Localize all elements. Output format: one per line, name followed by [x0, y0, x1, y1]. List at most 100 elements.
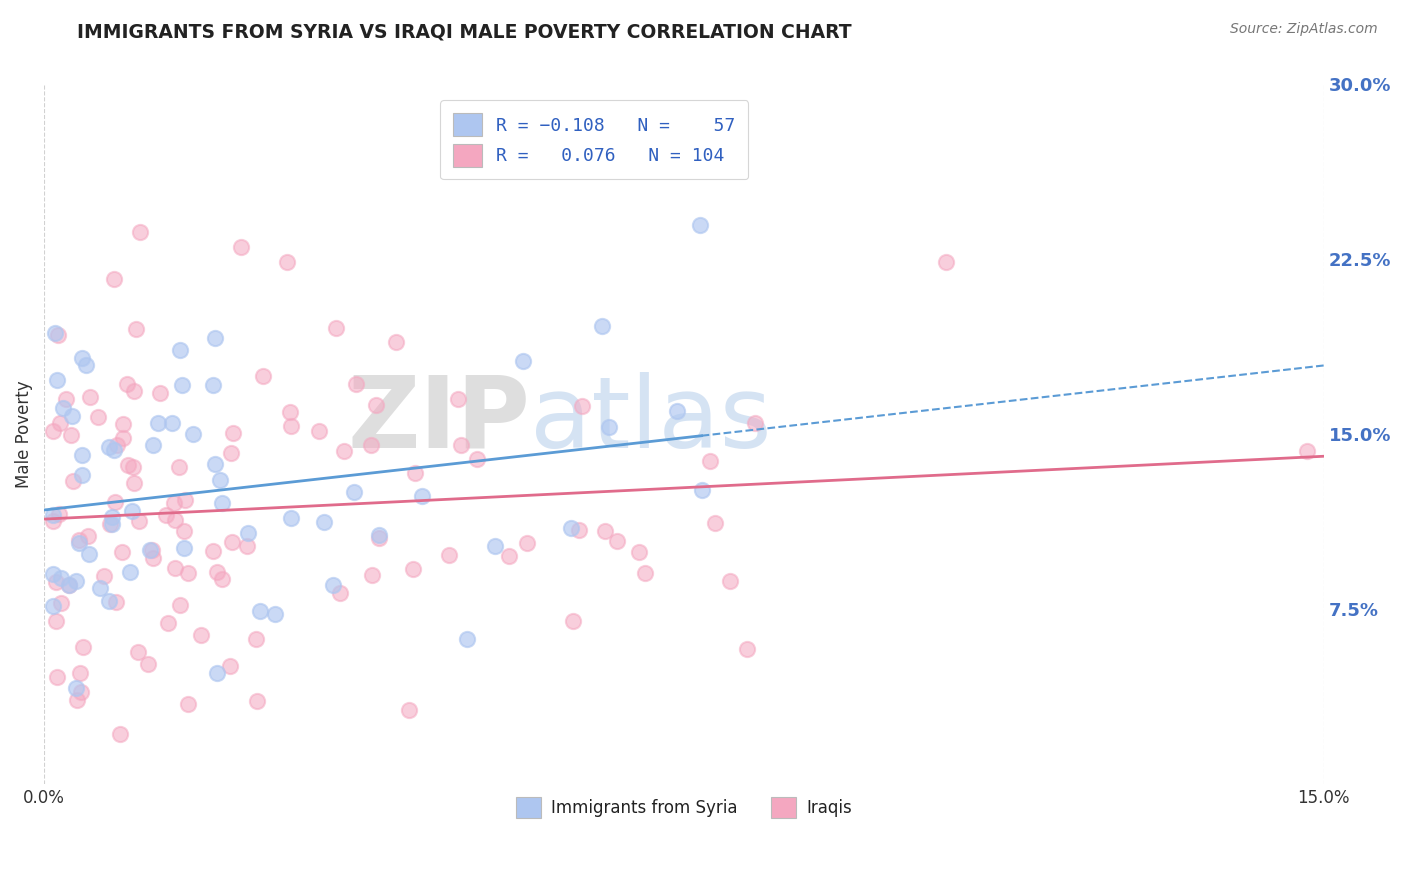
Point [111, 417, 134, 431]
Point [77, 547, 100, 561]
Point [162, 416, 184, 430]
Point [252, 368, 274, 383]
Point [208, 473, 231, 487]
Point [49, 416, 72, 430]
Point [204, 331, 226, 345]
Point [117, 458, 139, 472]
Point [245, 632, 267, 646]
Point [205, 666, 228, 681]
Point [67, 533, 90, 548]
Point [744, 416, 766, 430]
Point [516, 536, 538, 550]
Point [111, 432, 134, 446]
Point [368, 528, 391, 542]
Point [45, 373, 67, 387]
Point [149, 386, 172, 401]
Point [366, 398, 388, 412]
Point [229, 240, 252, 254]
Point [101, 510, 124, 524]
Point [385, 334, 408, 349]
Point [66, 693, 89, 707]
Text: Source: ZipAtlas.com: Source: ZipAtlas.com [1230, 22, 1378, 37]
Point [606, 534, 628, 549]
Point [87, 410, 110, 425]
Point [562, 614, 585, 628]
Point [665, 404, 688, 418]
Text: ZIP: ZIP [347, 372, 530, 468]
Point [128, 514, 150, 528]
Point [245, 693, 267, 707]
Point [72, 640, 94, 654]
Point [465, 452, 488, 467]
Point [139, 542, 162, 557]
Point [190, 628, 212, 642]
Point [593, 524, 616, 538]
Point [125, 322, 148, 336]
Point [70, 685, 93, 699]
Point [367, 532, 389, 546]
Point [60, 428, 83, 442]
Point [45, 614, 67, 628]
Point [484, 539, 506, 553]
Point [52, 401, 75, 415]
Point [280, 419, 302, 434]
Point [560, 521, 582, 535]
Point [498, 549, 520, 563]
Point [97, 593, 120, 607]
Point [402, 561, 425, 575]
Point [219, 659, 242, 673]
Point [110, 727, 132, 741]
Point [174, 493, 197, 508]
Point [104, 595, 127, 609]
Point [105, 438, 128, 452]
Point [446, 392, 468, 406]
Point [65, 681, 87, 695]
Point [598, 420, 620, 434]
Point [51, 571, 73, 585]
Point [568, 523, 591, 537]
Point [205, 565, 228, 579]
Point [104, 495, 127, 509]
Point [249, 604, 271, 618]
Point [97, 440, 120, 454]
Point [411, 489, 433, 503]
Point [148, 416, 170, 430]
Point [634, 566, 657, 580]
Point [627, 545, 650, 559]
Point [121, 504, 143, 518]
Point [201, 378, 224, 392]
Point [333, 444, 356, 458]
Point [450, 438, 472, 452]
Point [127, 644, 149, 658]
Point [361, 567, 384, 582]
Point [314, 515, 336, 529]
Point [360, 438, 382, 452]
Point [42, 566, 65, 581]
Point [103, 442, 125, 457]
Point [169, 599, 191, 613]
Text: IMMIGRANTS FROM SYRIA VS IRAQI MALE POVERTY CORRELATION CHART: IMMIGRANTS FROM SYRIA VS IRAQI MALE POVE… [77, 22, 852, 41]
Point [325, 320, 347, 334]
Point [591, 319, 613, 334]
Point [110, 545, 132, 559]
Point [62, 474, 84, 488]
Point [689, 218, 711, 232]
Point [704, 516, 727, 530]
Point [201, 544, 224, 558]
Point [177, 697, 200, 711]
Point [322, 578, 344, 592]
Point [136, 657, 159, 672]
Point [181, 427, 204, 442]
Point [718, 574, 741, 589]
Point [219, 445, 242, 459]
Point [165, 513, 187, 527]
Point [75, 358, 97, 372]
Point [77, 529, 100, 543]
Point [129, 225, 152, 239]
Point [142, 438, 165, 452]
Point [221, 534, 243, 549]
Point [156, 616, 179, 631]
Point [236, 539, 259, 553]
Point [48, 508, 70, 522]
Point [167, 459, 190, 474]
